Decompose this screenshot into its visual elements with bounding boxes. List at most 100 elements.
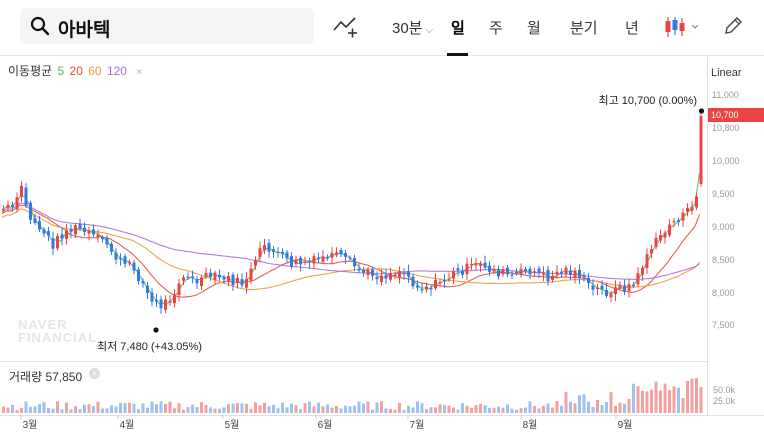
volume-bar bbox=[222, 407, 226, 413]
volume-bar bbox=[276, 408, 280, 413]
volume-bar bbox=[137, 409, 140, 413]
tab-year[interactable]: 년 bbox=[625, 20, 639, 37]
volume-bar bbox=[690, 378, 694, 413]
edit-pencil-icon[interactable] bbox=[723, 16, 743, 36]
candle-body bbox=[38, 220, 41, 230]
volume-bar bbox=[6, 407, 10, 413]
candle-body bbox=[533, 271, 536, 273]
candle-body bbox=[42, 229, 46, 234]
candle-body bbox=[596, 287, 599, 289]
candle-body bbox=[110, 243, 113, 252]
candle-body bbox=[330, 252, 334, 258]
volume-bar bbox=[452, 407, 455, 413]
volume-bar bbox=[461, 403, 464, 413]
ma-120: 120 bbox=[106, 64, 127, 78]
candle-body bbox=[222, 277, 226, 280]
volume-bar bbox=[51, 408, 55, 413]
volume-bar bbox=[465, 405, 469, 413]
volume-bar bbox=[33, 406, 37, 413]
x-axis-ticks: 3월 4월 5월 6월 7월 8월 9월 bbox=[20, 415, 632, 431]
candle-body bbox=[645, 254, 649, 268]
volume-bar bbox=[231, 403, 235, 413]
volume-bar bbox=[177, 403, 181, 413]
volume-bar bbox=[78, 408, 82, 413]
volume-bar bbox=[672, 386, 676, 413]
volume-bar bbox=[339, 408, 343, 413]
remove-volume-button[interactable]: × bbox=[89, 368, 100, 379]
candlestick-type-icon[interactable] bbox=[664, 15, 700, 39]
candle-body bbox=[470, 263, 473, 266]
volume-bar bbox=[60, 409, 64, 413]
volume-bar bbox=[681, 398, 685, 413]
volume-bar bbox=[591, 406, 595, 413]
volume-bar bbox=[114, 406, 118, 413]
volume-bar bbox=[447, 405, 451, 413]
volume-bar bbox=[218, 408, 221, 413]
candle-body bbox=[24, 187, 28, 206]
tab-30min[interactable]: 30분 ⌵ bbox=[392, 20, 434, 37]
candle-body bbox=[294, 260, 298, 264]
volume-bar bbox=[560, 405, 563, 413]
remove-ma-button[interactable]: × bbox=[136, 67, 143, 78]
search-query[interactable]: 아바텍 bbox=[58, 20, 111, 41]
candle-body bbox=[353, 257, 356, 267]
ma120-line bbox=[1, 202, 700, 280]
volume-bar bbox=[470, 407, 473, 413]
volume-bar bbox=[438, 404, 442, 413]
volume-bar bbox=[56, 401, 59, 413]
tab-week[interactable]: 주 bbox=[489, 20, 503, 37]
volume-bar bbox=[668, 390, 671, 413]
candle-body bbox=[92, 229, 95, 235]
volume-bar bbox=[146, 407, 149, 413]
volume-bar bbox=[636, 386, 640, 413]
volume-bar bbox=[528, 401, 532, 413]
volume-bar bbox=[236, 403, 239, 413]
y-axis-ticks: 11,000 10,800 10,000 9,500 9,000 8,500 8,000 7,… bbox=[712, 90, 740, 330]
candle-body bbox=[362, 270, 365, 273]
candle-body bbox=[551, 275, 554, 280]
chevron-down-icon: ⌵ bbox=[425, 25, 434, 36]
volume-bar bbox=[492, 407, 496, 413]
y-tick-label: 9,500 bbox=[712, 189, 735, 199]
candle-body bbox=[249, 268, 253, 281]
candle-body bbox=[245, 278, 248, 288]
volume-bar bbox=[654, 381, 658, 413]
candle-body bbox=[209, 272, 212, 278]
candles bbox=[2, 113, 703, 314]
candle-body bbox=[191, 276, 194, 278]
volume-bar bbox=[281, 402, 284, 413]
drawing-trend-icon[interactable] bbox=[333, 14, 359, 38]
candle-body bbox=[87, 230, 91, 234]
tab-quarter[interactable]: 분기 bbox=[570, 20, 598, 37]
volume-bar bbox=[267, 406, 271, 413]
candle-body bbox=[398, 271, 401, 278]
candle-body bbox=[465, 263, 469, 275]
volume-bar bbox=[173, 408, 176, 413]
candle-body bbox=[164, 299, 167, 310]
tab-day[interactable]: 일 bbox=[451, 20, 465, 37]
candle-body bbox=[11, 204, 14, 208]
chart-toolbar: 아바텍 30분 ⌵ 일 주 월 분기 년 bbox=[0, 0, 764, 56]
candle-body bbox=[177, 283, 181, 296]
volume-bar bbox=[245, 403, 248, 413]
candle-body bbox=[515, 271, 518, 274]
volume-bar bbox=[123, 403, 127, 413]
y-tick-label: 9,000 bbox=[712, 222, 735, 232]
tab-month[interactable]: 월 bbox=[527, 20, 541, 37]
candle-body bbox=[695, 196, 698, 208]
moving-average-legend: 이동평균 5 20 60 120 × bbox=[8, 62, 144, 79]
volume-bar bbox=[362, 403, 365, 413]
x-tick-label: 3월 bbox=[23, 419, 38, 431]
volume-bar bbox=[402, 409, 406, 413]
volume-bar bbox=[425, 409, 428, 413]
candle-body bbox=[60, 234, 64, 239]
candle-body bbox=[402, 273, 406, 275]
candle-body bbox=[312, 256, 316, 264]
candle-body bbox=[524, 269, 527, 272]
candle-body bbox=[227, 276, 230, 282]
scale-mode-select[interactable]: Linear bbox=[711, 67, 742, 79]
volume-bar bbox=[519, 408, 523, 413]
search-box[interactable]: 아바텍 bbox=[20, 8, 314, 44]
volume-bar bbox=[411, 407, 415, 413]
